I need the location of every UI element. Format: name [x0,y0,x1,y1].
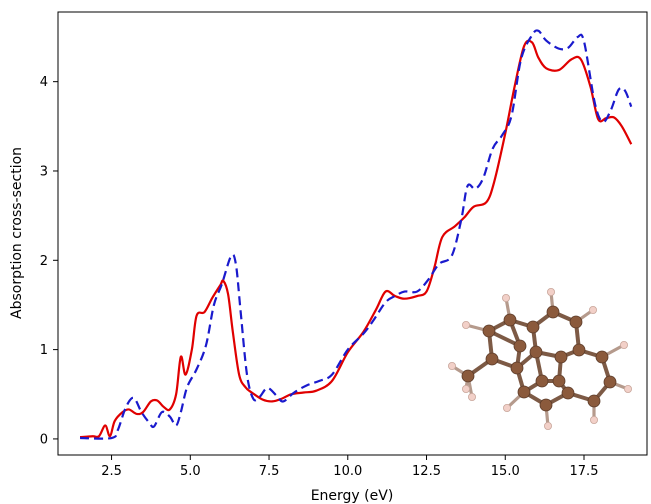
molecule-inset [447,287,633,430]
carbon-atom [510,361,524,375]
carbon-atom [572,343,586,357]
carbon-atom [517,385,531,399]
y-tick-label: 4 [40,75,48,90]
y-tick-label: 3 [40,164,48,179]
hydrogen-atom [547,287,556,296]
carbon-atom [513,339,527,353]
hydrogen-atom [544,421,553,430]
hydrogen-atom [590,415,599,424]
hydrogen-atom [620,340,629,349]
x-tick-label: 2.5 [101,464,122,479]
series-line-blue-dashed [80,29,633,440]
carbon-atom [529,345,543,359]
x-tick-label: 17.5 [570,464,599,479]
carbon-atom [561,386,575,400]
hydrogen-atom [461,320,470,329]
x-tick-label: 7.5 [259,464,280,479]
x-tick-label: 5.0 [180,464,201,479]
x-axis: 2.5 5.0 7.5 10.0 12.5 15.0 17.5 [101,455,598,479]
series-layer [79,29,633,440]
series-line-red [79,39,633,439]
y-tick-label: 2 [40,254,48,269]
x-axis-label: Energy (eV) [311,488,394,504]
x-tick-label: 10.0 [333,464,362,479]
x-tick-label: 12.5 [412,464,441,479]
hydrogen-atom [624,384,633,393]
carbon-atom [535,374,549,388]
hydrogen-atom [589,305,598,314]
carbon-atom [482,324,496,338]
carbon-atom [569,315,583,329]
carbon-atom [603,375,617,389]
hydrogen-atom [447,361,456,370]
carbon-atom [595,350,609,364]
carbon-atom [503,313,517,327]
carbon-atom [485,352,499,366]
hydrogen-atom [501,293,510,302]
x-tick-label: 15.0 [491,464,520,479]
carbon-atom [552,374,566,388]
hydrogen-atom [467,392,476,401]
hydrogen-atom [461,384,470,393]
carbon-atom [539,398,553,412]
hydrogen-atom [502,403,511,412]
y-axis: 0 1 2 3 4 [40,75,58,447]
plot-frame [57,11,648,456]
y-tick-label: 0 [40,432,48,447]
y-tick-label: 1 [40,343,48,358]
carbon-atom [461,369,475,383]
carbon-atom [546,305,560,319]
carbon-atom [587,394,601,408]
carbon-atom [526,320,540,334]
carbon-atom [554,350,568,364]
y-axis-label: Absorption cross-section [9,147,25,319]
